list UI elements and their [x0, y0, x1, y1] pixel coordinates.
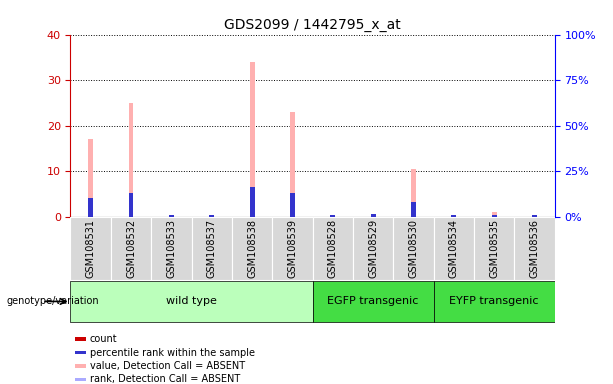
Bar: [209, 215, 214, 217]
Bar: [330, 215, 335, 217]
Title: GDS2099 / 1442795_x_at: GDS2099 / 1442795_x_at: [224, 18, 401, 32]
Bar: [151, 217, 191, 280]
Text: genotype/variation: genotype/variation: [6, 296, 99, 306]
Bar: [75, 337, 86, 341]
Text: EGFP transgenic: EGFP transgenic: [327, 296, 419, 306]
Bar: [88, 139, 93, 217]
Bar: [433, 281, 555, 322]
Bar: [313, 281, 434, 322]
Bar: [411, 216, 416, 217]
Bar: [249, 187, 254, 217]
Bar: [111, 217, 151, 280]
Bar: [492, 216, 497, 217]
Bar: [75, 364, 86, 368]
Text: count: count: [90, 334, 118, 344]
Bar: [411, 169, 416, 217]
Bar: [70, 217, 111, 280]
Bar: [313, 217, 353, 280]
Bar: [169, 216, 174, 217]
Bar: [169, 215, 174, 217]
Text: GSM108529: GSM108529: [368, 219, 378, 278]
Text: GSM108539: GSM108539: [287, 219, 297, 278]
Bar: [492, 212, 497, 217]
Bar: [514, 217, 555, 280]
Text: GSM108530: GSM108530: [408, 219, 419, 278]
Text: GSM108535: GSM108535: [489, 219, 499, 278]
Bar: [249, 62, 254, 217]
Text: GSM108538: GSM108538: [247, 219, 257, 278]
Bar: [75, 377, 86, 381]
Text: GSM108537: GSM108537: [207, 219, 217, 278]
Bar: [532, 215, 537, 217]
Bar: [451, 215, 456, 217]
Text: GSM108532: GSM108532: [126, 219, 136, 278]
Bar: [169, 215, 174, 217]
Text: percentile rank within the sample: percentile rank within the sample: [90, 348, 255, 358]
Bar: [75, 351, 86, 354]
Bar: [371, 214, 376, 217]
Bar: [451, 215, 456, 217]
Bar: [249, 216, 254, 217]
Bar: [129, 103, 134, 217]
Text: rank, Detection Call = ABSENT: rank, Detection Call = ABSENT: [90, 374, 240, 384]
Text: value, Detection Call = ABSENT: value, Detection Call = ABSENT: [90, 361, 245, 371]
Text: GSM108536: GSM108536: [530, 219, 539, 278]
Bar: [70, 281, 313, 322]
Bar: [353, 217, 394, 280]
Bar: [290, 112, 295, 217]
Text: EYFP transgenic: EYFP transgenic: [449, 296, 539, 306]
Bar: [209, 215, 214, 217]
Bar: [290, 216, 295, 217]
Bar: [532, 216, 537, 217]
Bar: [492, 215, 497, 217]
Bar: [88, 216, 93, 217]
Bar: [451, 216, 456, 217]
Bar: [433, 217, 474, 280]
Text: wild type: wild type: [166, 296, 217, 306]
Text: GSM108531: GSM108531: [86, 219, 96, 278]
Bar: [232, 217, 272, 280]
Bar: [272, 217, 313, 280]
Text: GSM108528: GSM108528: [328, 219, 338, 278]
Bar: [191, 217, 232, 280]
Bar: [129, 216, 134, 217]
Bar: [532, 215, 537, 217]
Bar: [290, 193, 295, 217]
Bar: [330, 215, 335, 217]
Bar: [411, 202, 416, 217]
Text: GSM108534: GSM108534: [449, 219, 459, 278]
Bar: [129, 193, 134, 217]
Bar: [474, 217, 514, 280]
Bar: [371, 216, 376, 217]
Text: GSM108533: GSM108533: [166, 219, 177, 278]
Bar: [371, 215, 376, 217]
Bar: [394, 217, 434, 280]
Bar: [209, 216, 214, 217]
Bar: [330, 216, 335, 217]
Bar: [88, 198, 93, 217]
